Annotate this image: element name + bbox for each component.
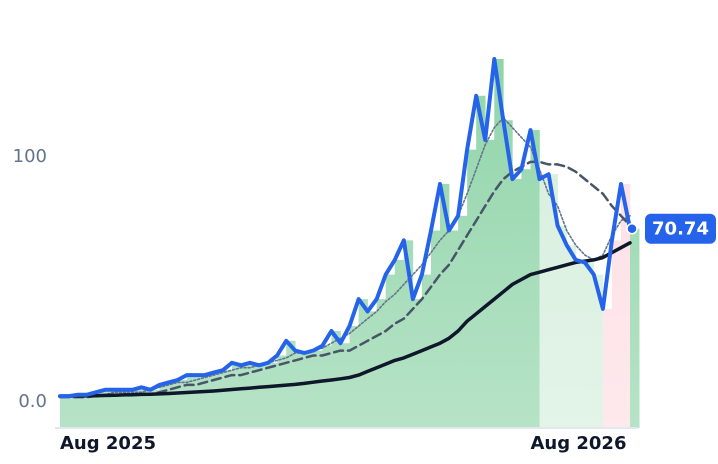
last-value-label: 70.74 xyxy=(652,219,709,240)
series-line xyxy=(58,241,632,398)
last-point xyxy=(626,222,638,235)
y-tick-label: 100 xyxy=(13,146,47,167)
x-tick-label: Aug 2026 xyxy=(530,433,626,454)
last-value-badge xyxy=(645,213,716,244)
x-tick-label: Aug 2025 xyxy=(60,433,156,454)
series-line xyxy=(58,57,632,399)
area-fade xyxy=(60,39,640,429)
y-tick-label: 0.0 xyxy=(18,391,47,412)
